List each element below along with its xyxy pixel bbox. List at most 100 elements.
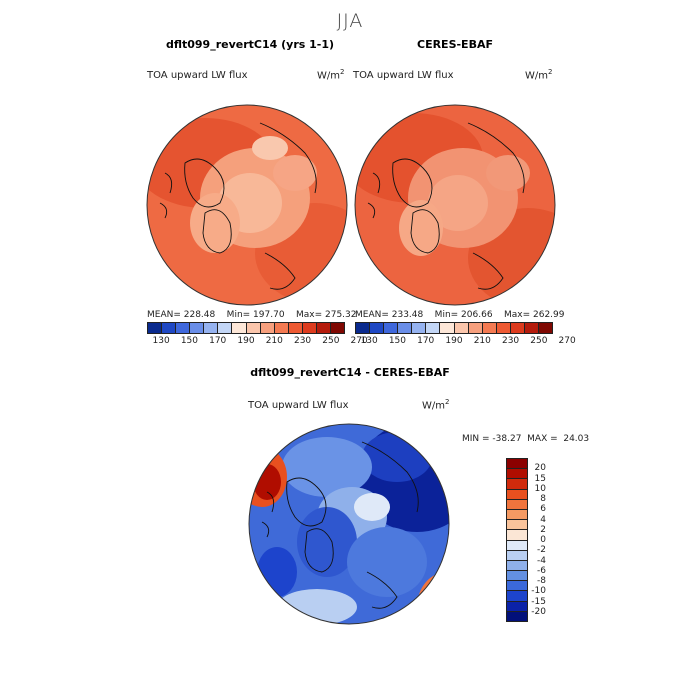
colorbar-swatch	[468, 323, 483, 333]
panel2-units: W/m2	[525, 68, 553, 82]
colorbar-tick-label: -20	[531, 606, 546, 617]
panel2-colorbar	[355, 322, 553, 334]
colorbar-tick-label: 150	[388, 336, 407, 346]
negative-anomaly	[282, 437, 372, 497]
neutral-region	[354, 493, 390, 521]
panel1-variable: TOA upward LW flux	[147, 70, 248, 81]
colorbar-swatch	[331, 323, 345, 333]
coastline	[159, 172, 173, 219]
colorbar-tick-label: 10	[534, 483, 546, 494]
colorbar-tick-label: 170	[209, 336, 227, 346]
colorbar-tick-label: 190	[445, 336, 463, 346]
colorbar-swatch	[412, 323, 427, 333]
coastline	[202, 209, 232, 254]
colorbar-tick-label: -6	[537, 565, 546, 576]
colorbar-swatch	[454, 323, 469, 333]
colorbar-tick-label: 130	[360, 336, 378, 346]
colorbar-swatch	[176, 323, 191, 333]
negative-anomaly	[257, 547, 297, 597]
colorbar-swatch	[370, 323, 385, 333]
siberia-region	[486, 155, 530, 191]
panel1-colorbar-ticks: 130 150 170 190 210 230 250 270	[147, 336, 368, 348]
colorbar-swatch	[507, 459, 527, 470]
siberia-region	[273, 155, 317, 191]
colorbar-swatch	[398, 323, 413, 333]
greenland-region	[399, 200, 443, 256]
colorbar-swatch	[524, 323, 540, 333]
colorbar-swatch	[507, 509, 527, 521]
colorbar-swatch	[426, 323, 441, 333]
colorbar-swatch	[496, 323, 511, 333]
panel3-title: dflt099_revertC14 - CERES-EBAF	[250, 366, 450, 379]
colorbar-swatch	[507, 489, 527, 500]
colorbar-tick-label: 150	[180, 336, 199, 346]
panel1-map	[146, 104, 348, 306]
colorbar-swatch	[507, 560, 527, 572]
colorbar-tick-label: 8	[540, 494, 546, 504]
colorbar-swatch	[218, 323, 233, 333]
colorbar-swatch	[204, 323, 219, 333]
colorbar-tick-label: 230	[501, 336, 520, 346]
colorbar-swatch	[507, 499, 527, 510]
colorbar-tick-label: 270	[558, 336, 576, 346]
colorbar-tick-label: 250	[530, 336, 548, 346]
season-title: JJA	[336, 10, 364, 32]
colorbar-swatch	[190, 323, 205, 333]
colorbar-tick-label: 230	[293, 336, 312, 346]
colorbar-swatch	[507, 540, 527, 551]
colorbar-swatch	[232, 323, 247, 333]
colorbar-tick-label: 210	[265, 336, 283, 346]
coastline	[410, 209, 440, 254]
colorbar-tick-label: 15	[534, 473, 546, 484]
coastline	[367, 172, 381, 219]
colorbar-tick-label: 20	[534, 463, 546, 474]
panel1-title: dflt099_revertC14 (yrs 1-1)	[165, 38, 335, 51]
colorbar-swatch	[507, 550, 527, 561]
coastline	[184, 158, 225, 208]
colorbar-tick-label: 270	[350, 336, 368, 346]
colorbar-swatch	[507, 479, 527, 490]
panel1-units: W/m2	[317, 68, 345, 82]
colorbar-tick-label: 4	[540, 514, 546, 525]
colorbar-swatch	[302, 323, 317, 333]
coastline	[361, 441, 419, 513]
coastline	[366, 571, 398, 609]
panel2-stats: MEAN= 233.48 Min= 206.66 Max= 262.99	[355, 310, 565, 320]
colorbar-swatch	[274, 323, 289, 333]
colorbar-swatch	[246, 323, 261, 333]
positive-anomaly	[253, 464, 281, 500]
panel2-colorbar-ticks: 130 150 170 190 210 230 250 270	[355, 336, 576, 348]
coastline	[259, 122, 317, 194]
colorbar-tick-label: -15	[531, 596, 546, 607]
colorbar-swatch	[260, 323, 275, 333]
negative-anomaly	[347, 527, 427, 597]
coastline	[472, 252, 504, 290]
coastline	[264, 252, 296, 290]
panel2-map	[354, 104, 556, 306]
colorbar-tick-label: 0	[540, 535, 546, 545]
colorbar-swatch	[507, 591, 527, 602]
colorbar-tick-label: 6	[540, 504, 546, 515]
panel3-stats: MIN = -38.27 MAX = 24.03	[462, 434, 590, 444]
colorbar-swatch	[148, 323, 163, 333]
coastline	[286, 477, 327, 527]
panel1-colorbar	[147, 322, 345, 334]
colorbar-swatch	[384, 323, 399, 333]
colorbar-swatch	[507, 571, 527, 582]
arctic-region	[428, 175, 488, 231]
negative-anomaly	[297, 507, 357, 577]
colorbar-swatch	[440, 323, 455, 333]
coastline	[261, 491, 275, 538]
panel2-title: CERES-EBAF	[417, 38, 493, 51]
colorbar-swatch	[482, 323, 497, 333]
colorbar-tick-label: 250	[322, 336, 340, 346]
colorbar-swatch	[507, 581, 527, 592]
positive-anomaly	[414, 603, 449, 624]
colorbar-tick-label: -10	[531, 586, 546, 597]
panel3-map	[248, 423, 450, 625]
colorbar-swatch	[507, 611, 527, 621]
greenland-region	[190, 193, 240, 253]
colorbar-swatch	[539, 323, 553, 333]
colorbar-swatch	[507, 520, 527, 531]
panel3-colorbar-ticks: 20 15 10 8 6 4 2 0 -2 -4 -6 -8 -10 -15 -20	[506, 458, 546, 622]
